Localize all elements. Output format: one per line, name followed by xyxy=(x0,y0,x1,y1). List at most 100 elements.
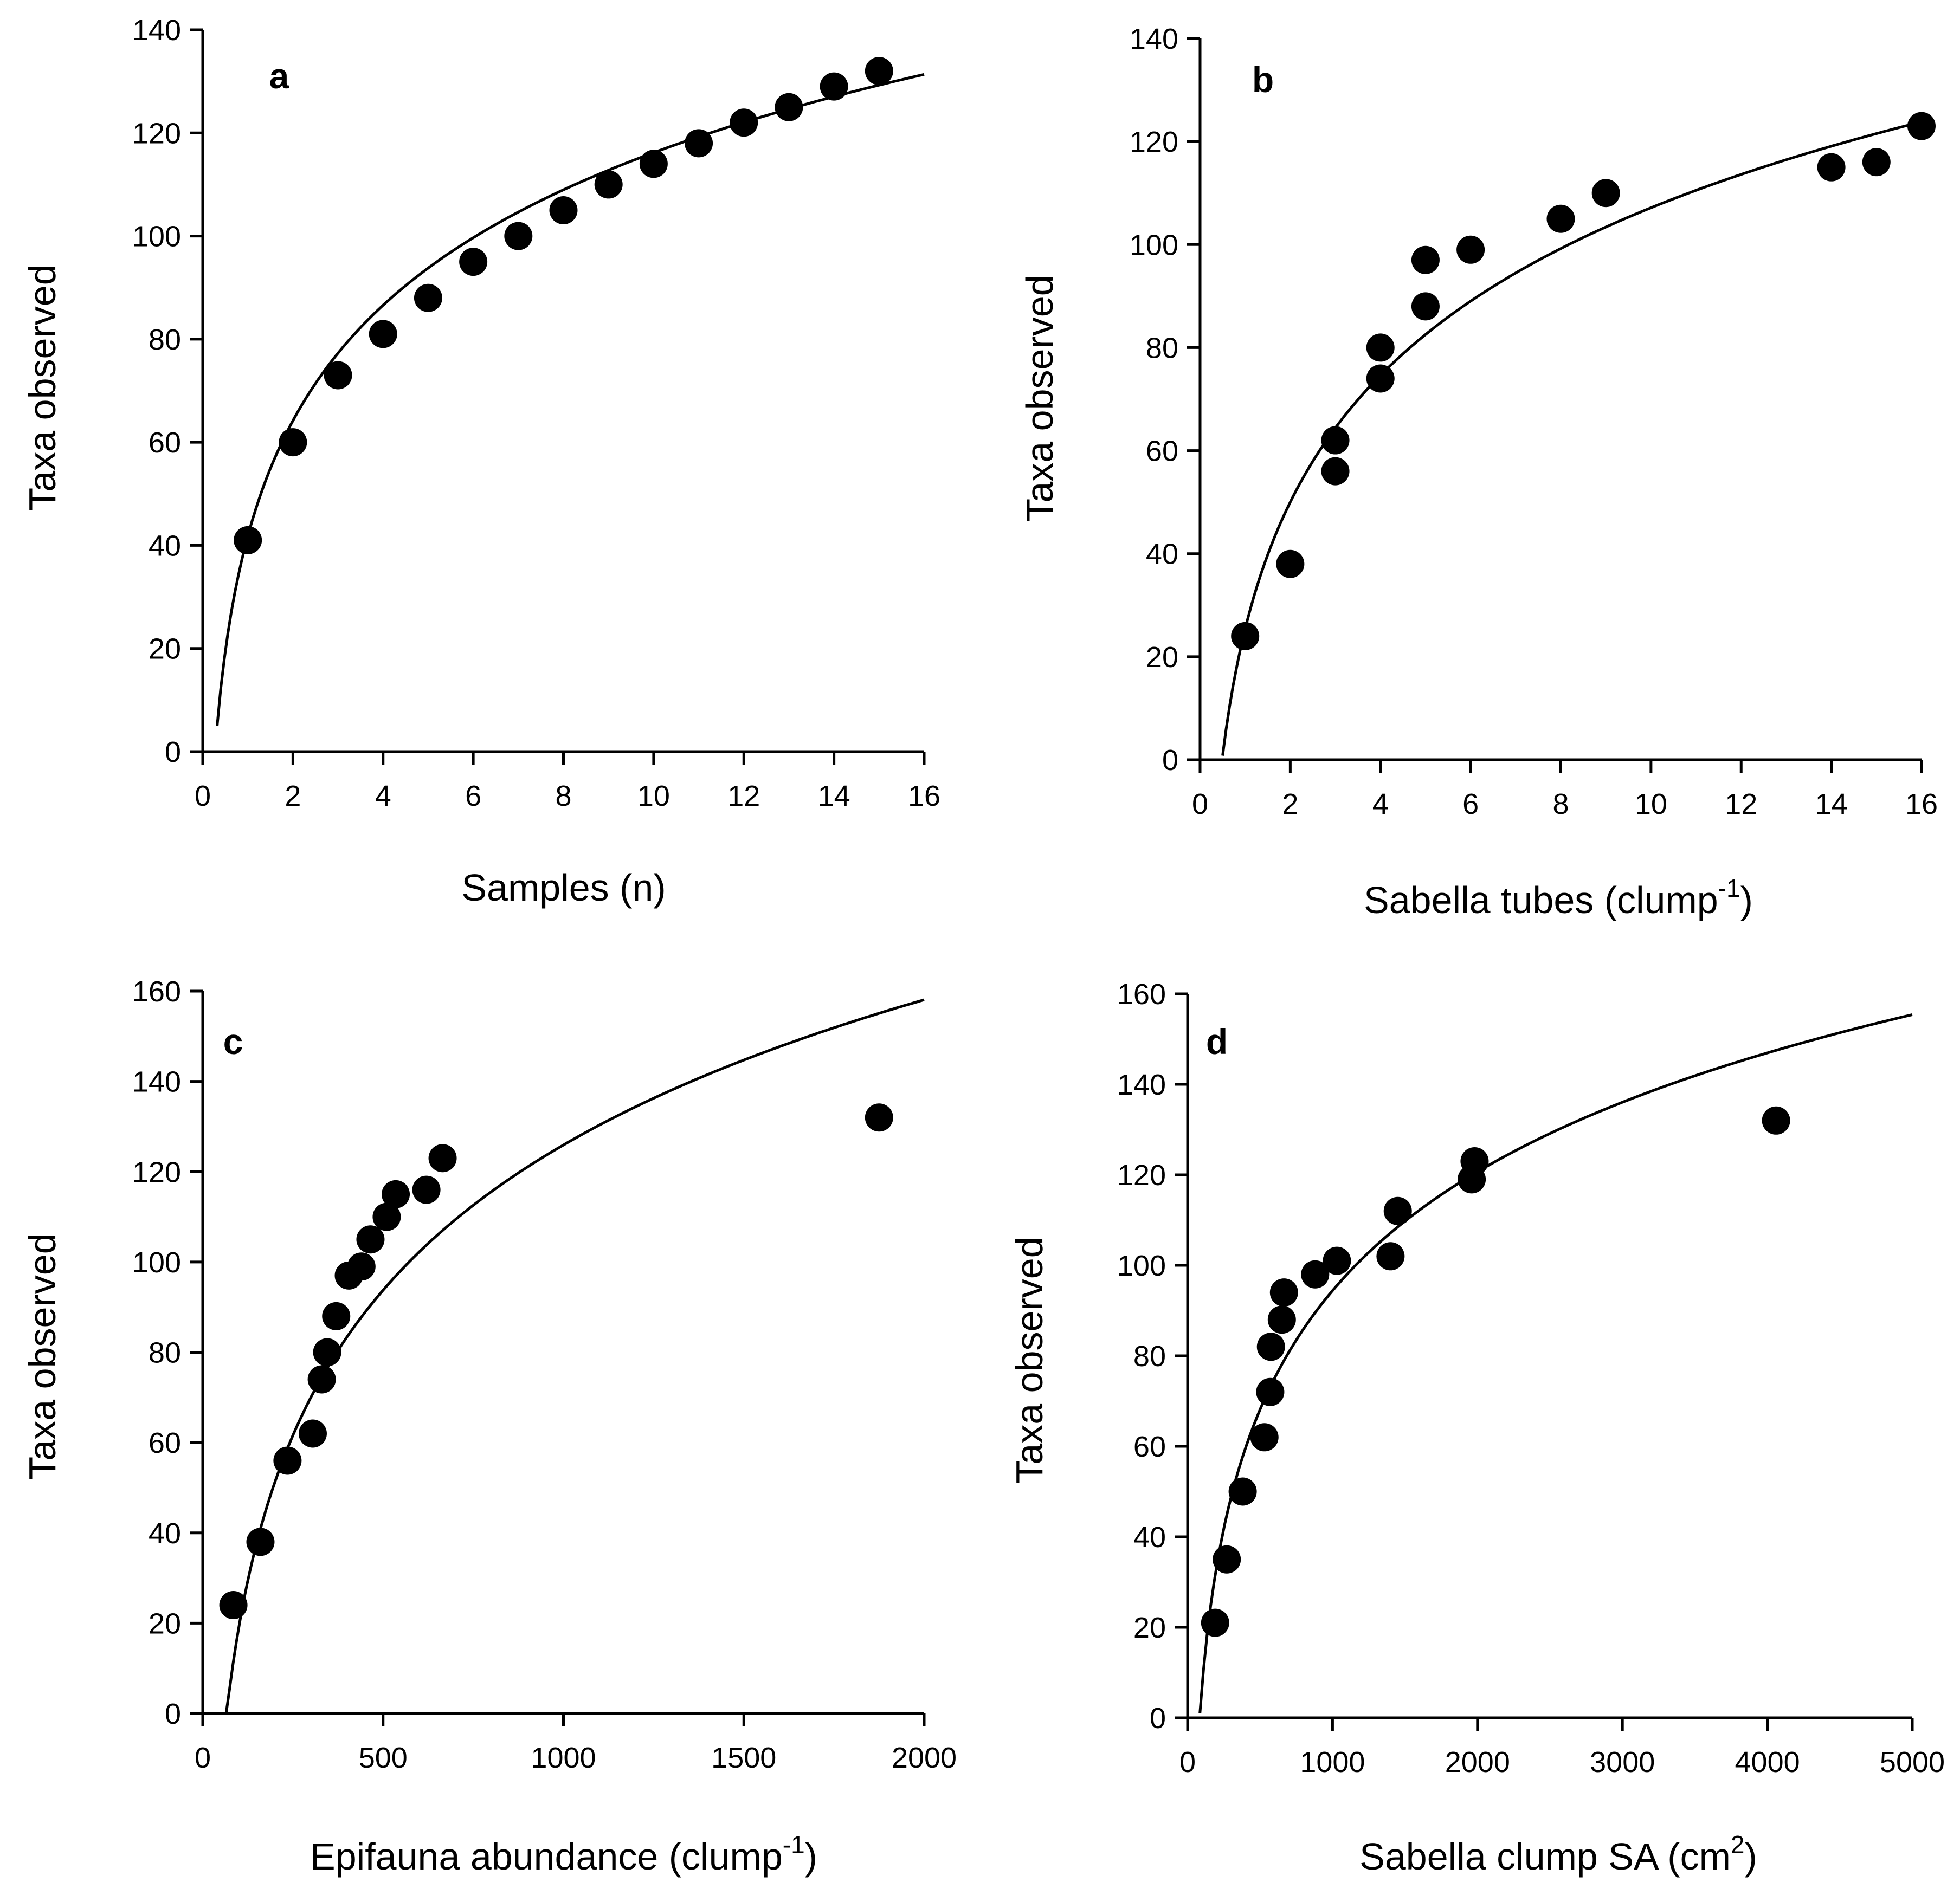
panel-b-data-point xyxy=(1817,153,1846,182)
panel-b-data-point xyxy=(1591,179,1620,208)
panel-c-data-point xyxy=(298,1419,327,1448)
panel-c-ytick-label: 160 xyxy=(132,975,181,1008)
panel-d-ytick-label: 160 xyxy=(1117,978,1166,1011)
panel-b-xlabel-main: Sabella tubes (clump xyxy=(1364,879,1718,921)
panel-a-data-point xyxy=(730,108,758,137)
panel-d-data-point xyxy=(1323,1246,1351,1275)
panel-d: Taxa observed Sabella clump SA (cm2) 020… xyxy=(1008,978,1945,1878)
panel-a-data-point xyxy=(639,150,668,178)
panel-d-xtick-label: 3000 xyxy=(1590,1746,1655,1778)
panel-c-axes xyxy=(201,991,924,1715)
panel-a-xtick-label: 14 xyxy=(818,780,850,812)
panel-b-data-point xyxy=(1456,235,1485,264)
panel-c-data-point xyxy=(428,1144,457,1173)
panel-a-data-point xyxy=(820,72,848,101)
panel-d-data-point xyxy=(1269,1278,1298,1307)
panel-d-xlabel-sup: 2 xyxy=(1731,1831,1745,1859)
panel-c-data-point xyxy=(246,1528,275,1556)
panel-d-ytick-label: 0 xyxy=(1150,1702,1166,1735)
panel-d-axes xyxy=(1186,994,1912,1719)
panel-d-fit-curve xyxy=(1198,1013,1913,1714)
panel-b-xtick-label: 8 xyxy=(1552,788,1569,820)
panel-b-xlabel-tail: ) xyxy=(1740,879,1753,921)
panel-b-xtick-label: 4 xyxy=(1372,788,1389,820)
panel-a-fit-curve xyxy=(216,73,925,726)
panel-d-letter: d xyxy=(1206,1021,1228,1062)
panel-b-ytick-label: 0 xyxy=(1162,744,1178,777)
panel-b-data-point xyxy=(1411,292,1440,321)
panel-d-data-point xyxy=(1256,1333,1285,1361)
panel-c-letter: c xyxy=(223,1021,243,1062)
panel-c-xlabel: Epifauna abundance (clump-1) xyxy=(310,1831,817,1878)
panel-a-data-point xyxy=(414,283,442,312)
panel-b-xtick-label: 16 xyxy=(1905,788,1938,820)
panel-a-data-point xyxy=(504,222,533,250)
panel-b-data-point xyxy=(1411,245,1440,274)
panel-b-xtick-label: 2 xyxy=(1282,788,1298,820)
panel-d-ytick-label: 20 xyxy=(1133,1612,1166,1644)
panel-c-data-point xyxy=(356,1225,385,1254)
panel-a-ytick-label: 140 xyxy=(132,14,181,47)
panel-d-data-point xyxy=(1250,1423,1279,1452)
panel-c-data-point xyxy=(313,1338,341,1367)
panel-d-data-point xyxy=(1301,1260,1330,1289)
panel-a-ytick-label: 0 xyxy=(165,736,181,768)
panel-b-data-point xyxy=(1231,622,1260,650)
panel-d-data-point xyxy=(1228,1477,1257,1506)
panel-b-ylabel: Taxa observed xyxy=(1018,275,1061,521)
panel-b-data-point xyxy=(1276,549,1305,578)
panel-a-ytick-label: 20 xyxy=(149,633,181,665)
panel-c-data-point xyxy=(307,1365,336,1394)
panel-a: Taxa observed Samples (n) 02040608010012… xyxy=(21,14,940,909)
panel-b-xlabel: Sabella tubes (clump-1) xyxy=(1364,874,1753,921)
panel-a-xtick-label: 0 xyxy=(195,780,211,812)
panel-a-xtick-label: 12 xyxy=(727,780,760,812)
panel-b-data-point xyxy=(1366,333,1395,362)
panel-d-data-point xyxy=(1376,1242,1405,1271)
panel-d-data-point xyxy=(1762,1106,1790,1135)
panel-d-xtick-label: 4000 xyxy=(1735,1746,1800,1778)
panel-b-ytick-label: 40 xyxy=(1146,538,1178,571)
panel-d-ytick-label: 120 xyxy=(1117,1159,1166,1192)
panel-d-xlabel-tail: ) xyxy=(1745,1835,1757,1878)
panel-a-data-point xyxy=(324,361,352,390)
panel-d-data-point xyxy=(1383,1196,1412,1225)
panel-c-ytick-label: 0 xyxy=(165,1698,181,1730)
panel-a-xlabel: Samples (n) xyxy=(461,866,666,909)
panel-d-data-point xyxy=(1460,1147,1489,1175)
panel-a-letter: a xyxy=(269,56,290,96)
panel-a-data-point xyxy=(369,320,397,348)
panel-d-data-point xyxy=(1201,1608,1229,1637)
panel-b-ytick-label: 20 xyxy=(1146,641,1178,674)
panel-c-xlabel-sup: -1 xyxy=(783,1831,805,1859)
panel-b-data-point xyxy=(1366,364,1395,393)
panel-c-ytick-label: 40 xyxy=(149,1517,181,1550)
panel-c-ytick-label: 140 xyxy=(132,1066,181,1098)
panel-a-data-point xyxy=(775,93,803,121)
panel-b: Taxa observed Sabella tubes (clump-1) 0 2… xyxy=(1018,23,1938,921)
panel-c-data-point xyxy=(412,1175,441,1204)
panel-c-ytick-label: 20 xyxy=(149,1607,181,1640)
panel-a-xtick-label: 6 xyxy=(465,780,481,812)
panel-c-ytick-label: 100 xyxy=(132,1246,181,1279)
panel-a-ytick-label: 100 xyxy=(132,221,181,253)
panel-c-xtick-label: 500 xyxy=(359,1742,408,1774)
panel-c-ytick-label: 120 xyxy=(132,1156,181,1188)
panel-b-data-point xyxy=(1546,204,1575,233)
panel-a-data-point xyxy=(459,248,488,276)
panel-d-ytick-label: 100 xyxy=(1117,1250,1166,1282)
panel-a-ytick-label: 40 xyxy=(149,529,181,562)
panel-d-xlabel: Sabella clump SA (cm2) xyxy=(1359,1831,1757,1878)
panel-b-ytick-label: 80 xyxy=(1146,332,1178,364)
panel-b-data-point xyxy=(1321,457,1350,486)
panel-a-data-point xyxy=(865,57,893,86)
panel-b-xtick-label: 14 xyxy=(1815,788,1848,820)
panel-d-data-point xyxy=(1267,1305,1296,1334)
panel-d-data-point xyxy=(1256,1377,1285,1406)
panel-a-ytick-label: 60 xyxy=(149,426,181,459)
panel-c-data-point xyxy=(382,1180,410,1208)
panel-b-xtick-label: 12 xyxy=(1725,788,1757,820)
panel-b-ytick-label: 100 xyxy=(1130,229,1178,261)
panel-c-data-point xyxy=(372,1202,401,1231)
